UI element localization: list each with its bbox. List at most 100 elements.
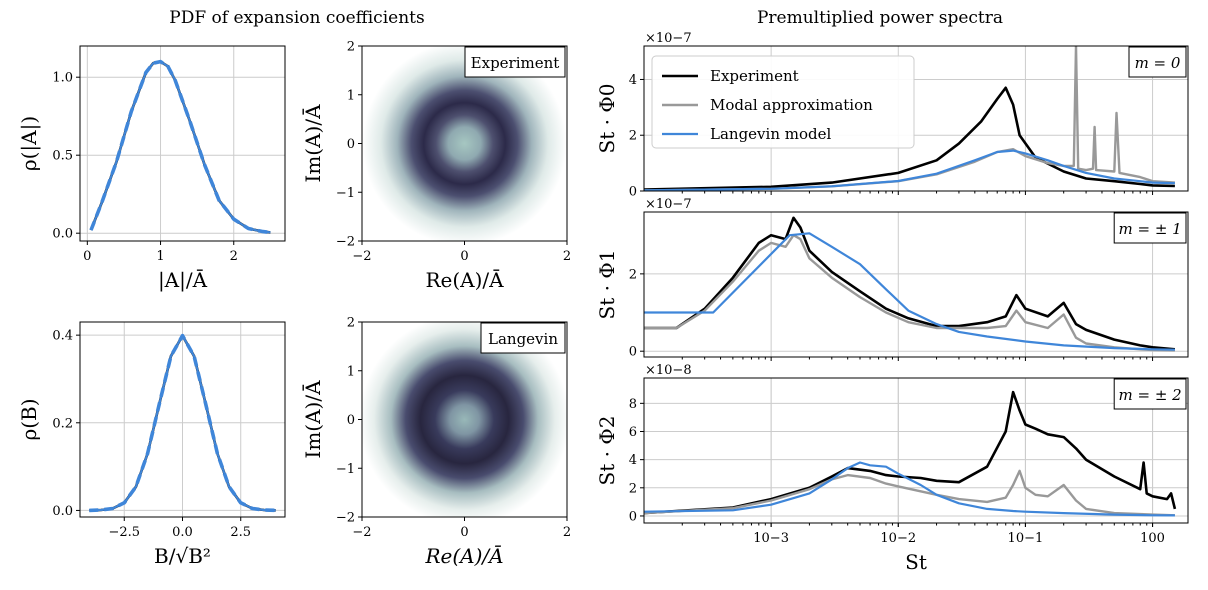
x-tick-label: −2 xyxy=(352,249,371,264)
mode-tag-label: m = 0 xyxy=(1135,54,1181,72)
x-tick-label: 10−2 xyxy=(880,531,916,546)
y-multiplier: ×10−7 xyxy=(645,197,692,212)
y-tick-label: 0 xyxy=(629,345,637,360)
y-tick-label: 0 xyxy=(347,137,355,152)
x-tick-label: −2 xyxy=(352,525,371,540)
y-tick-label: 0.0 xyxy=(52,227,73,242)
pdf-B-panel: 0.0 0.2 0.4 −2.5 0.0 2.5 B/√B² ρ(B) xyxy=(17,321,286,568)
x-tick-label: 2 xyxy=(230,249,238,264)
y-tick-label: 0 xyxy=(629,185,637,200)
y-tick-label: 0 xyxy=(629,509,637,524)
axes-frame xyxy=(643,377,1189,524)
y-tick-label: 2 xyxy=(629,267,637,282)
legend-box xyxy=(651,55,915,149)
grid xyxy=(80,46,285,241)
x-tick-label: 10−3 xyxy=(753,531,789,546)
dataset-tag-box xyxy=(480,322,566,354)
y-tick-label: 0.4 xyxy=(52,329,73,344)
y-tick-label: −1 xyxy=(336,462,355,477)
x-axis-label: St xyxy=(905,550,927,574)
axes-frame xyxy=(79,45,286,242)
spectrum-m1-panel: 0 2 St · Φ1 ×10−7 m = ± 1 xyxy=(595,197,1189,361)
y-tick-label: 0 xyxy=(347,413,355,428)
y-tick-label: 2 xyxy=(347,316,355,331)
right-title: Premultiplied power spectra xyxy=(757,8,1003,28)
y-tick-label: 8 xyxy=(629,397,637,412)
x-axis-label: B/√B² xyxy=(154,544,211,568)
series-group xyxy=(644,390,1177,517)
series-line-experiment xyxy=(89,60,271,234)
mode-tag-label: m = ± 1 xyxy=(1118,220,1181,238)
dataset-tag-label: Langevin xyxy=(488,330,558,348)
y-tick-label: 1 xyxy=(347,364,355,379)
x-axis-label: Re(A)/Ā xyxy=(424,544,503,568)
y-tick-label: 0.0 xyxy=(52,504,73,519)
y-tick-label: 2 xyxy=(629,129,637,144)
joint-pdf-ring xyxy=(362,322,567,517)
series-line-experiment xyxy=(644,216,1176,351)
series-line-langevin xyxy=(644,461,1175,517)
y-multiplier: ×10−7 xyxy=(645,31,692,46)
y-tick-label: −2 xyxy=(336,511,355,526)
x-tick-label: 2 xyxy=(563,525,571,540)
series-group xyxy=(644,46,1175,191)
dataset-tag-box xyxy=(464,46,566,78)
y-tick-label: 1 xyxy=(347,88,355,103)
y-tick-label: 0.2 xyxy=(52,416,73,431)
x-tick-label: 100 xyxy=(1140,531,1165,546)
x-tick-label: 10−1 xyxy=(1008,531,1044,546)
y-multiplier: ×10−8 xyxy=(645,363,692,378)
legend-entry: Experiment xyxy=(710,67,799,85)
series-line-langevin xyxy=(89,60,271,234)
series-line-experiment xyxy=(644,390,1177,515)
y-tick-label: 4 xyxy=(629,73,637,88)
series-group xyxy=(644,216,1176,352)
axes-frame xyxy=(643,45,1189,192)
x-tick-label: 2 xyxy=(563,249,571,264)
axes-frame xyxy=(643,211,1189,358)
legend-entry: Modal approximation xyxy=(710,96,873,114)
y-axis-label: St · Φ1 xyxy=(595,250,619,320)
x-tick-label: 0 xyxy=(460,249,468,264)
dataset-tag-label: Experiment xyxy=(471,54,560,72)
x-tick-label: 0.0 xyxy=(172,525,193,540)
y-tick-label: 1.0 xyxy=(52,71,73,86)
series-line-experiment xyxy=(644,86,1175,191)
joint-pdf-experiment-panel: −2 −1 0 1 2 −2 0 2 Re(A)/Ā Im(A)/Ā Experiment xyxy=(301,40,571,293)
grid xyxy=(80,322,285,517)
y-axis-label: ρ(B) xyxy=(17,398,41,440)
x-tick-label: 0 xyxy=(83,249,91,264)
spectrum-m0-panel: 0 2 4 St · Φ0 ×10−7 m = 0 Experiment Modal appr… xyxy=(595,31,1189,200)
left-title: PDF of expansion coefficients xyxy=(169,8,424,28)
series-line-langevin-dashed xyxy=(89,59,271,235)
legend-entry: Langevin model xyxy=(710,125,831,143)
y-tick-label: 2 xyxy=(629,481,637,496)
x-tick-label: −2.5 xyxy=(108,525,140,540)
y-tick-label: 6 xyxy=(629,425,637,440)
pdf-amplitude-panel: 0.0 0.5 1.0 0 1 2 |A|/Ā ρ(|A|) xyxy=(17,45,286,293)
x-axis-label: Re(A)/Ā xyxy=(425,268,504,292)
joint-pdf-ring xyxy=(362,46,567,241)
mode-tag-box xyxy=(1113,378,1187,410)
series-line-langevin xyxy=(644,232,1175,351)
series-line-modal xyxy=(644,234,1175,352)
series-group xyxy=(89,333,276,513)
y-tick-label: −2 xyxy=(336,235,355,250)
y-tick-label: −1 xyxy=(336,186,355,201)
x-tick-label: 0 xyxy=(460,525,468,540)
series-line-langevin xyxy=(644,149,1175,191)
legend: Experiment Modal approximation Langevin mo… xyxy=(651,55,915,149)
mode-tag-label: m = ± 2 xyxy=(1118,386,1181,404)
joint-pdf-langevin-panel: −2 −1 0 1 2 −2 0 2 Re(A)/Ā Im(A)/Ā Langevin xyxy=(301,316,571,569)
grid xyxy=(644,378,1188,523)
mode-tag-box xyxy=(1128,46,1187,78)
y-tick-label: 2 xyxy=(347,40,355,55)
x-tick-label: 1 xyxy=(156,249,164,264)
y-axis-label: Im(A)/Ā xyxy=(301,380,325,459)
y-axis-label: St · Φ0 xyxy=(595,84,619,154)
y-tick-label: 0.5 xyxy=(52,149,73,164)
mode-tag-box xyxy=(1113,212,1187,244)
y-axis-label: Im(A)/Ā xyxy=(301,104,325,183)
y-axis-label: ρ(|A|) xyxy=(17,116,42,171)
